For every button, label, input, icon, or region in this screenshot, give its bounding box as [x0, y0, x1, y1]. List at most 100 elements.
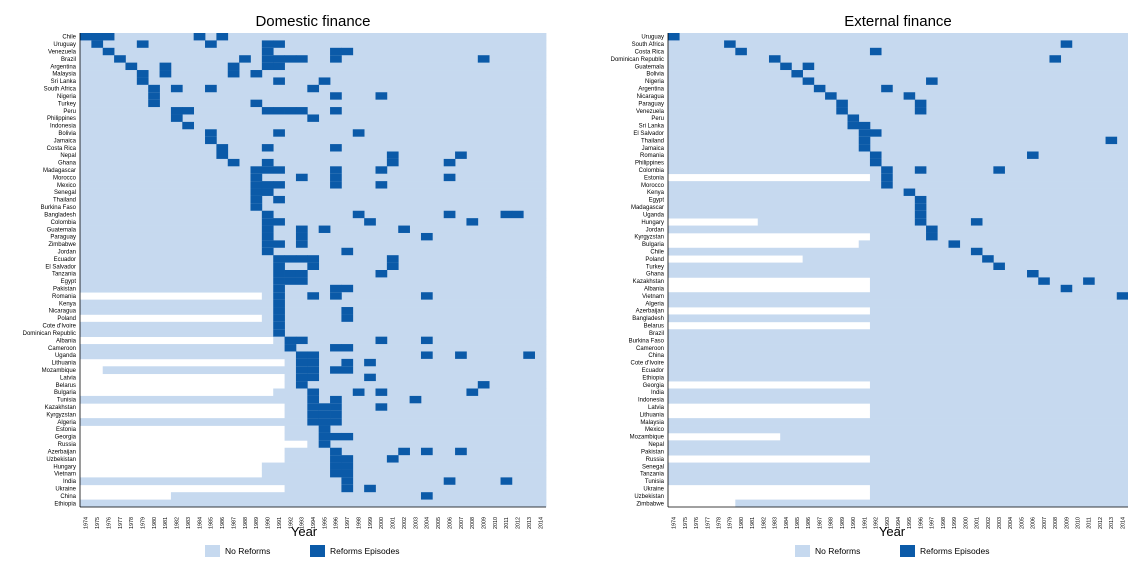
- reform-cell: [869, 151, 882, 160]
- year-tick-label: 2009: [481, 517, 487, 529]
- year-tick-label: 2005: [1019, 517, 1025, 529]
- reform-cell: [227, 158, 240, 167]
- country-label: Georgia: [55, 435, 77, 441]
- country-label: Bangladesh: [44, 212, 76, 218]
- reform-cell: [273, 62, 285, 71]
- country-label: Jamaica: [54, 138, 77, 144]
- country-label: Costa Rica: [635, 50, 665, 56]
- no-reform-band: [668, 329, 1128, 338]
- year-tick-label: 1993: [885, 517, 891, 529]
- country-label: Belarus: [56, 383, 76, 389]
- reform-cell: [420, 232, 433, 241]
- reform-cell: [455, 447, 467, 456]
- year-tick-label: 1991: [277, 517, 283, 529]
- year-tick-label: 2007: [1042, 517, 1048, 529]
- reform-cell: [216, 33, 229, 41]
- no-reform-band: [80, 284, 547, 293]
- country-label: China: [648, 353, 664, 359]
- year-tick-label: 1995: [907, 517, 913, 529]
- country-label: Chile: [62, 35, 76, 41]
- legend-label-no-reforms: No Reforms: [815, 546, 860, 556]
- no-reform-band: [668, 77, 1128, 86]
- reform-cell: [341, 432, 354, 441]
- no-reform-band: [668, 477, 1128, 486]
- reform-cell: [330, 366, 342, 375]
- year-tick-label: 2010: [1076, 517, 1082, 529]
- no-reform-band: [284, 425, 547, 434]
- reform-cell: [182, 121, 195, 130]
- reform-cell: [136, 70, 149, 78]
- reform-cell: [914, 107, 927, 115]
- reform-cell: [295, 255, 308, 263]
- country-label: Azerbaijan: [48, 449, 76, 455]
- reform-cell: [261, 62, 274, 71]
- reform-cell: [914, 210, 927, 219]
- reform-cell: [273, 321, 285, 330]
- year-tick-label: 1983: [186, 517, 192, 529]
- reform-cell: [307, 114, 320, 123]
- reform-cell: [330, 173, 342, 182]
- no-reform-band: [668, 55, 1128, 63]
- reform-cell: [250, 99, 263, 108]
- country-label: Morocco: [53, 175, 77, 181]
- year-tick-label: 1988: [829, 517, 835, 529]
- reform-cell: [375, 92, 388, 101]
- reform-cell: [375, 388, 388, 397]
- reform-cell: [250, 70, 263, 78]
- country-label: India: [651, 390, 665, 396]
- reform-cell: [1060, 284, 1073, 293]
- country-label: Peru: [651, 116, 664, 122]
- country-label: Egypt: [649, 198, 665, 204]
- reform-cell: [982, 255, 994, 263]
- year-tick-label: 1992: [288, 517, 294, 529]
- no-reform-band: [668, 181, 1128, 189]
- country-label: Guatemala: [47, 227, 77, 233]
- reform-cell: [295, 107, 308, 115]
- reform-cell: [307, 255, 320, 263]
- x-axis-label: Year: [879, 524, 906, 539]
- no-reform-band: [869, 173, 1128, 182]
- no-reform-band: [284, 403, 547, 412]
- no-reform-band: [668, 99, 1128, 108]
- no-reform-band: [80, 33, 547, 41]
- no-reform-band: [668, 425, 1128, 434]
- reform-cell: [261, 188, 274, 197]
- year-tick-label: 1982: [761, 517, 767, 529]
- country-label: Argentina: [638, 87, 664, 93]
- reform-cell: [926, 77, 938, 86]
- legend-swatch-no-reforms: [795, 545, 810, 557]
- year-tick-label: 1990: [266, 517, 272, 529]
- reform-cell: [523, 351, 535, 360]
- reform-cell: [443, 477, 456, 486]
- country-label: Hungary: [641, 220, 664, 226]
- reform-cell: [914, 195, 927, 204]
- reform-cell: [780, 62, 792, 71]
- reform-cell: [455, 351, 467, 360]
- reform-cell: [261, 55, 274, 63]
- reform-cell: [352, 388, 365, 397]
- reform-cell: [330, 418, 342, 426]
- reform-cell: [1105, 136, 1118, 145]
- no-reform-band: [668, 166, 1128, 175]
- no-reform-band: [869, 381, 1128, 389]
- reform-cell: [102, 33, 115, 41]
- country-label: Albania: [56, 338, 77, 344]
- reform-cell: [364, 218, 376, 226]
- country-label: Madagascar: [631, 205, 664, 211]
- reform-cell: [307, 351, 320, 360]
- year-tick-label: 1985: [209, 517, 215, 529]
- reform-cell: [307, 373, 320, 382]
- country-label: Estonia: [56, 427, 77, 433]
- reform-cell: [914, 99, 927, 108]
- reform-cell: [802, 62, 815, 71]
- reform-cell: [136, 77, 149, 86]
- no-reform-band: [757, 218, 1128, 226]
- reform-cell: [261, 210, 274, 219]
- country-label: Ukraine: [643, 486, 664, 492]
- reform-cell: [443, 158, 456, 167]
- reform-cell: [307, 358, 320, 367]
- country-label: Nepal: [648, 442, 664, 448]
- no-reform-band: [668, 418, 1128, 426]
- no-reform-band: [80, 240, 547, 249]
